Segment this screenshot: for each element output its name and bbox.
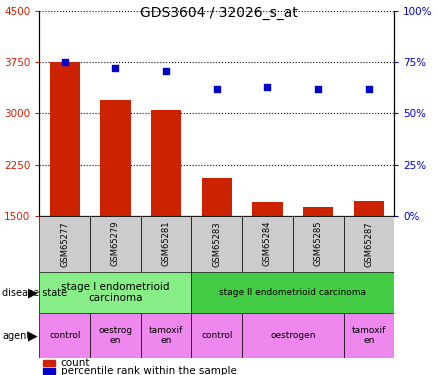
Bar [242,216,293,272]
Bar [343,313,394,358]
Text: count: count [61,358,90,368]
Bar [191,313,242,358]
Point [213,86,220,92]
Text: stage I endometrioid
carcinoma: stage I endometrioid carcinoma [61,282,170,303]
Point [112,66,119,72]
Bar [141,313,191,358]
Bar [39,216,90,272]
Point [61,59,68,65]
Bar [252,202,283,216]
Text: GDS3604 / 32026_s_at: GDS3604 / 32026_s_at [140,6,298,20]
Bar [39,272,191,313]
Text: GSM65284: GSM65284 [263,221,272,267]
Point [365,86,372,92]
Bar [303,207,333,216]
Text: percentile rank within the sample: percentile rank within the sample [61,366,237,375]
Text: tamoxif
en: tamoxif en [352,326,386,345]
Bar [242,313,343,358]
Point [162,68,170,74]
Text: stage II endometrioid carcinoma: stage II endometrioid carcinoma [219,288,366,297]
Text: GSM65287: GSM65287 [364,221,373,267]
Text: agent: agent [2,331,30,340]
Text: oestrog
en: oestrog en [99,326,133,345]
Bar [343,216,394,272]
Bar [293,216,343,272]
Bar [43,368,55,374]
Point [264,84,271,90]
Bar [201,178,232,216]
Bar [43,360,55,366]
Text: ▶: ▶ [28,286,38,299]
Text: GSM65281: GSM65281 [162,221,171,267]
Text: GSM65285: GSM65285 [314,221,323,267]
Text: control: control [49,331,81,340]
Text: tamoxif
en: tamoxif en [149,326,184,345]
Bar [191,216,242,272]
Text: control: control [201,331,233,340]
Text: GSM65277: GSM65277 [60,221,69,267]
Bar [90,216,141,272]
Bar [100,100,131,216]
Text: disease state: disease state [2,288,67,297]
Text: ▶: ▶ [28,329,38,342]
Bar [49,62,80,216]
Text: GSM65283: GSM65283 [212,221,221,267]
Bar [191,272,394,313]
Text: GSM65279: GSM65279 [111,221,120,267]
Bar [39,313,90,358]
Bar [90,313,141,358]
Bar [151,110,181,216]
Point [314,86,321,92]
Text: oestrogen: oestrogen [270,331,316,340]
Bar [353,201,384,216]
Bar [141,216,191,272]
